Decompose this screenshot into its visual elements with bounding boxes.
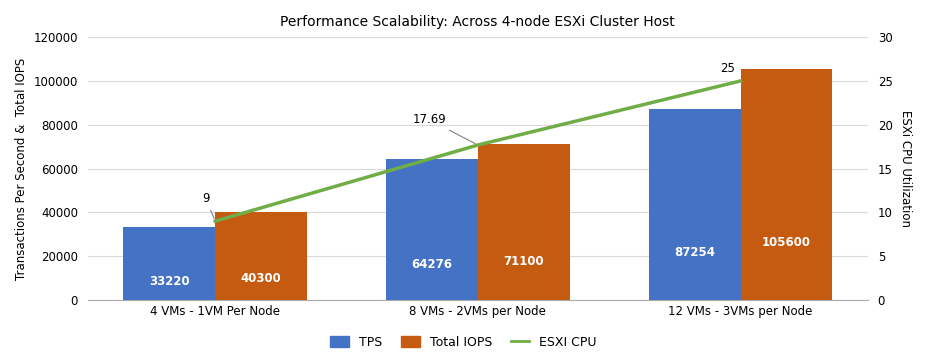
Text: 71100: 71100 [503, 255, 544, 268]
Bar [215, 212, 307, 300]
ESXI CPU [210, 219, 221, 223]
Text: 64276: 64276 [412, 258, 452, 271]
Text: 105600: 105600 [762, 236, 811, 249]
Bar [123, 227, 215, 300]
Y-axis label: Transactions Per Second &  Total IOPS: Transactions Per Second & Total IOPS [15, 58, 28, 280]
Text: 25: 25 [720, 62, 735, 75]
Bar [386, 159, 477, 300]
Text: 9: 9 [202, 192, 214, 219]
Y-axis label: ESXi CPU Utilization: ESXi CPU Utilization [899, 110, 912, 227]
ESXI CPU [735, 79, 746, 83]
Legend: TPS, Total IOPS, ESXI CPU: TPS, Total IOPS, ESXI CPU [324, 330, 603, 355]
Text: 33220: 33220 [149, 275, 189, 289]
Title: Performance Scalability: Across 4-node ESXi Cluster Host: Performance Scalability: Across 4-node E… [281, 15, 675, 29]
Bar [477, 144, 570, 300]
Text: 17.69: 17.69 [413, 113, 476, 144]
ESXI CPU [472, 143, 483, 147]
Bar [741, 69, 832, 300]
Text: 40300: 40300 [241, 271, 282, 285]
Line: ESXI CPU: ESXI CPU [215, 81, 741, 221]
Text: 87254: 87254 [674, 246, 715, 259]
Bar [649, 109, 741, 300]
